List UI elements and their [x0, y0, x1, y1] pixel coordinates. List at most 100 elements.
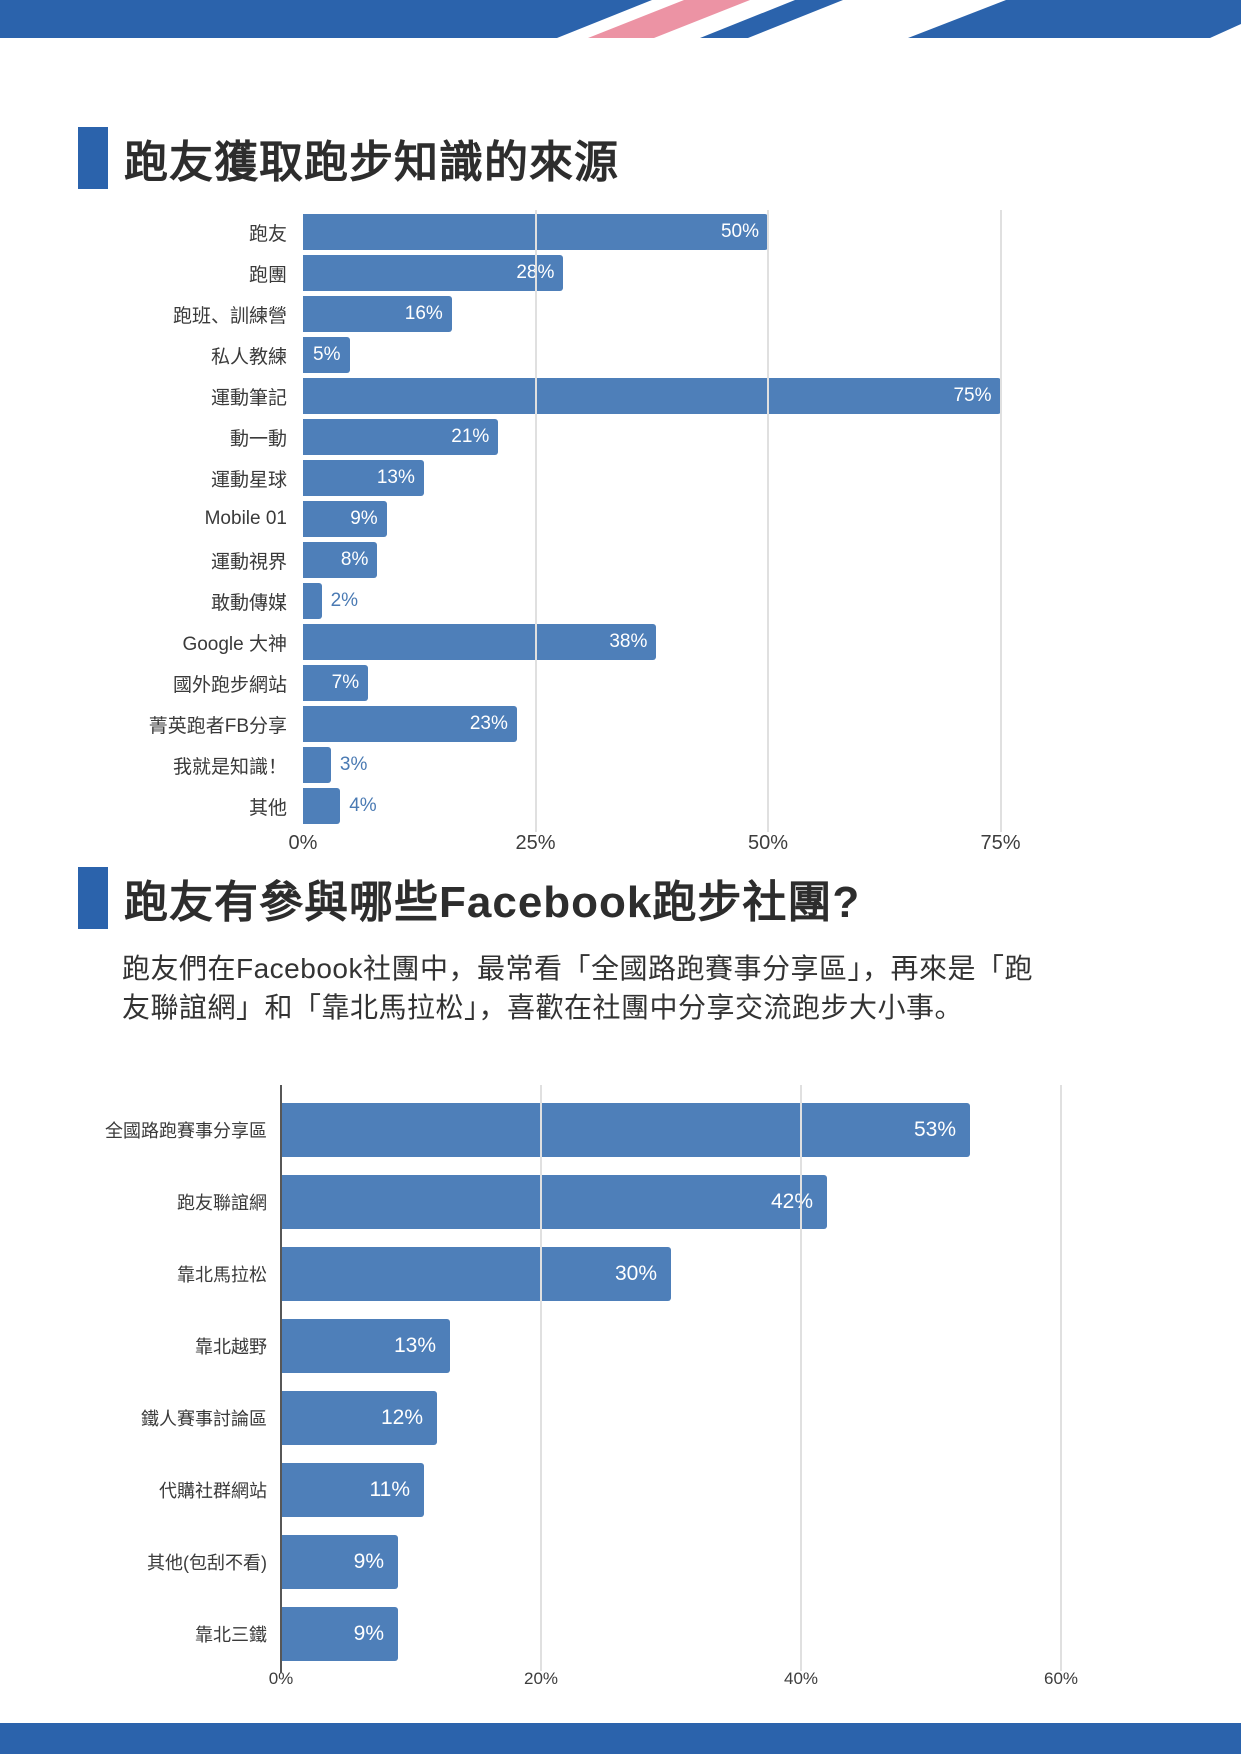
- chart-x-axis: 0% 25% 50% 75%: [0, 832, 1090, 860]
- chart-row: Google 大神 38%: [0, 624, 1090, 660]
- chart-row: 鐵人賽事討論區 12%: [0, 1391, 1120, 1445]
- category-label: 代購社群網站: [159, 1481, 267, 1501]
- chart-row: 靠北越野 13%: [0, 1319, 1120, 1373]
- category-label: 私人教練: [210, 346, 287, 368]
- header-stripe-right-blue: [908, 0, 1241, 38]
- value-label: 30%: [614, 1262, 657, 1285]
- axis-tick-label: 0%: [268, 1669, 294, 1688]
- value-label: 38%: [609, 631, 648, 652]
- chart-x-axis: 0% 20% 40% 60%: [0, 1669, 1120, 1697]
- section1-title-block: 跑友獲取跑步知識的來源: [78, 126, 619, 190]
- category-label: 靠北馬拉松: [177, 1265, 267, 1285]
- section2-description: 跑友們在Facebook社團中，最常看「全國路跑賽事分享區」，再來是「跑友聯誼網…: [122, 953, 1033, 1023]
- value-bar: 5%: [303, 337, 350, 373]
- value-label: 28%: [516, 262, 555, 283]
- category-label: 其他(包刮不看): [147, 1553, 267, 1573]
- value-bar: 13%: [303, 460, 424, 496]
- value-bar: [303, 788, 341, 824]
- axis-tick-label: 60%: [1043, 1669, 1079, 1688]
- category-label: 敢動傳媒: [210, 592, 287, 614]
- bar-track: 9%: [281, 1535, 1120, 1589]
- header-stripe-main-blue: [0, 0, 652, 38]
- value-label: 53%: [913, 1118, 956, 1141]
- chart-row: 代購社群網站 11%: [0, 1463, 1120, 1517]
- value-bar: [303, 747, 331, 783]
- chart-row: 動一動 21%: [0, 419, 1090, 455]
- bar-track: 12%: [281, 1391, 1120, 1445]
- category-label: 運動星球: [210, 469, 287, 491]
- category-label: 菁英跑者FB分享: [148, 715, 287, 737]
- chart-row: 跑友 50%: [0, 214, 1090, 250]
- category-label: 跑班、訓練營: [172, 305, 287, 327]
- chart-plot-area: 全國路跑賽事分享區 53% 跑友聯誼網 42% 靠北馬拉松 30% 靠北越野 13% 鐵人賽事討…: [0, 1085, 1120, 1673]
- value-label: 42%: [770, 1190, 813, 1213]
- value-bar: 42%: [281, 1175, 827, 1229]
- category-label: 國外跑步網站: [172, 674, 287, 696]
- value-label: 16%: [404, 303, 443, 324]
- value-label: 13%: [393, 1334, 436, 1357]
- category-label: Mobile 01: [204, 508, 287, 529]
- chart-rows: 跑友 50% 跑團 28% 跑班、訓練營 16% 私人教練 5% 運動筆記 75% 動一動 21% 運動…: [0, 214, 1090, 824]
- value-label: 9%: [350, 508, 378, 529]
- category-label: 其他: [248, 797, 287, 819]
- chart-row: 跑班、訓練營 16%: [0, 296, 1090, 332]
- chart-row: 菁英跑者FB分享 23%: [0, 706, 1090, 742]
- value-label: 3%: [339, 754, 368, 775]
- value-label: 75%: [953, 385, 992, 406]
- chart-row: Mobile 01 9%: [0, 501, 1090, 537]
- bar-track: 8%: [303, 542, 1090, 578]
- value-label: 2%: [330, 590, 359, 611]
- value-label: 12%: [380, 1406, 423, 1429]
- category-label: 運動視界: [210, 551, 287, 573]
- footer-bar: [0, 1723, 1241, 1754]
- header-decoration: [0, 0, 1241, 38]
- value-bar: 21%: [303, 419, 499, 455]
- value-bar: 50%: [303, 214, 768, 250]
- value-label: 23%: [469, 713, 508, 734]
- chart-row: 全國路跑賽事分享區 53%: [0, 1103, 1120, 1157]
- category-label: 鐵人賽事討論區: [141, 1409, 267, 1429]
- value-bar: 9%: [303, 501, 387, 537]
- value-bar: 12%: [281, 1391, 437, 1445]
- value-bar: 9%: [281, 1607, 398, 1661]
- chart-rows: 全國路跑賽事分享區 53% 跑友聯誼網 42% 靠北馬拉松 30% 靠北越野 13% 鐵人賽事討…: [0, 1085, 1120, 1661]
- chart-row: 跑友聯誼網 42%: [0, 1175, 1120, 1229]
- value-label: 11%: [369, 1478, 410, 1501]
- value-label: 9%: [353, 1622, 384, 1645]
- value-bar: 75%: [303, 378, 1001, 414]
- value-bar: 53%: [281, 1103, 970, 1157]
- section2-title-block: 跑友有參與哪些Facebook跑步社團?: [78, 866, 860, 930]
- value-label: 5%: [313, 344, 341, 365]
- bar-track: 38%: [303, 624, 1090, 660]
- category-label: 跑友: [248, 223, 287, 245]
- value-label: 4%: [349, 795, 377, 816]
- category-label: 跑友聯誼網: [177, 1193, 267, 1213]
- category-label: Google 大神: [182, 633, 287, 655]
- chart-row: 運動星球 13%: [0, 460, 1090, 496]
- value-label: 7%: [331, 672, 360, 693]
- bar-track: 13%: [303, 460, 1090, 496]
- value-label: 21%: [451, 426, 490, 447]
- value-bar: 13%: [281, 1319, 450, 1373]
- value-bar: 11%: [281, 1463, 424, 1517]
- value-bar: 30%: [281, 1247, 671, 1301]
- chart-row: 其他(包刮不看) 9%: [0, 1535, 1120, 1589]
- bar-track: 11%: [281, 1463, 1120, 1517]
- category-label: 我就是知識！: [172, 756, 287, 778]
- bar-track: 3%: [303, 747, 1090, 783]
- value-bar: 38%: [303, 624, 657, 660]
- bar-track: 23%: [303, 706, 1090, 742]
- bar-track: 21%: [303, 419, 1090, 455]
- chart-row: 靠北馬拉松 30%: [0, 1247, 1120, 1301]
- bar-track: 5%: [303, 337, 1090, 373]
- chart-plot-area: 跑友 50% 跑團 28% 跑班、訓練營 16% 私人教練 5% 運動筆記 75% 動一動 21% 運動…: [0, 210, 1090, 832]
- bar-track: 50%: [303, 214, 1090, 250]
- bar-track: 7%: [303, 665, 1090, 701]
- chart-row: 其他 4%: [0, 788, 1090, 824]
- bar-track: 13%: [281, 1319, 1120, 1373]
- title-marker-icon: [78, 127, 108, 189]
- chart-row: 跑團 28%: [0, 255, 1090, 291]
- section1-title: 跑友獲取跑步知識的來源: [124, 138, 619, 187]
- category-label: 靠北越野: [195, 1337, 267, 1357]
